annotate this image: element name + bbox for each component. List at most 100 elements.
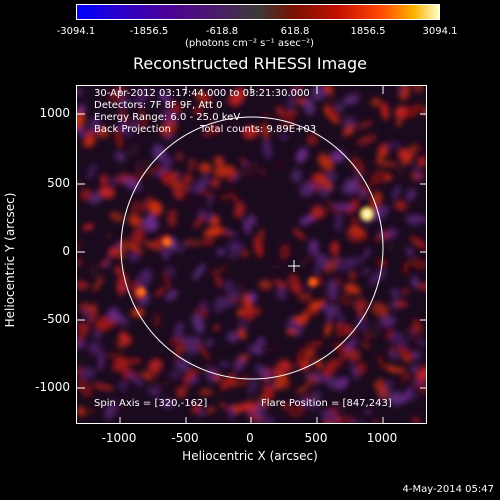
emission-blob <box>409 236 426 250</box>
emission-blob <box>253 236 264 258</box>
x-tick-label: 0 <box>246 431 254 445</box>
emission-pattern <box>77 86 426 423</box>
emission-blob <box>213 165 236 178</box>
emission-blob <box>416 363 426 375</box>
emission-blob <box>324 321 332 337</box>
emission-blob <box>155 287 166 298</box>
emission-blob <box>143 217 159 232</box>
emission-blob <box>280 133 289 141</box>
emission-blob <box>215 275 222 288</box>
emission-blob <box>114 151 126 162</box>
emission-blob <box>256 337 265 347</box>
emission-blob <box>228 191 239 203</box>
emission-blob <box>227 241 244 252</box>
bright-source <box>162 237 172 247</box>
emission-blob <box>344 285 361 292</box>
axis-ticks <box>77 86 426 423</box>
y-tick-label: 0 <box>62 244 70 258</box>
emission-blob <box>126 243 144 255</box>
emission-blob <box>372 418 380 423</box>
emission-blob <box>418 378 426 396</box>
emission-blob <box>412 416 421 423</box>
emission-blob <box>411 276 419 288</box>
emission-blob <box>86 162 98 181</box>
emission-blob <box>275 159 286 171</box>
emission-blob <box>417 157 426 168</box>
emission-blob <box>390 297 401 311</box>
emission-blob <box>375 148 389 164</box>
emission-blob <box>417 282 426 291</box>
emission-blob <box>176 151 183 161</box>
emission-blob <box>408 392 418 402</box>
emission-blob <box>401 326 410 337</box>
emission-blob <box>371 302 389 317</box>
y-tick-label: -500 <box>42 312 70 326</box>
emission-blob <box>365 408 371 415</box>
emission-blob <box>371 98 381 107</box>
emission-blob <box>327 107 341 120</box>
emission-blob <box>242 125 260 139</box>
emission-blob <box>178 241 188 254</box>
emission-blob <box>215 249 226 255</box>
emission-blob <box>334 102 345 113</box>
emission-blob <box>146 165 163 176</box>
emission-blob <box>409 258 426 270</box>
emission-blob <box>291 86 306 92</box>
emission-blob <box>263 414 275 423</box>
colorbar-tick: -618.8 <box>205 26 239 37</box>
emission-blob <box>153 142 164 157</box>
emission-blob <box>412 86 424 93</box>
emission-blob <box>100 173 108 187</box>
emission-blob <box>306 133 318 146</box>
emission-blob <box>344 178 358 195</box>
emission-blob <box>79 366 96 380</box>
emission-blob <box>313 373 326 383</box>
emission-blob <box>303 98 315 115</box>
emission-blob <box>282 361 294 372</box>
emission-blob <box>333 203 354 210</box>
emission-blob <box>160 170 175 186</box>
emission-blob <box>213 295 225 314</box>
emission-blob <box>77 258 82 267</box>
emission-blob <box>204 210 215 223</box>
emission-blob <box>394 203 406 211</box>
emission-blob <box>155 378 176 389</box>
emission-blob <box>88 341 102 356</box>
emission-blob <box>317 153 334 171</box>
emission-blob <box>205 338 214 347</box>
emission-blob <box>293 316 305 324</box>
emission-blob <box>336 377 349 391</box>
emission-blob <box>174 344 180 362</box>
emission-blob <box>206 366 219 383</box>
emission-blob <box>228 295 245 304</box>
emission-blob <box>147 386 162 397</box>
emission-blob <box>77 406 86 417</box>
emission-blob <box>172 322 182 342</box>
emission-blob <box>92 330 102 339</box>
emission-blob <box>109 211 125 222</box>
emission-blob <box>223 279 235 293</box>
emission-blob <box>178 391 185 399</box>
emission-blob <box>369 169 388 185</box>
emission-blob <box>196 342 210 361</box>
emission-blob <box>410 331 425 344</box>
emission-blob <box>139 195 153 213</box>
emission-blob <box>77 239 81 254</box>
energy-range-text: Energy Range: 6.0 - 25.0 keV <box>94 112 241 123</box>
emission-blob <box>161 247 170 260</box>
emission-blob <box>336 349 347 368</box>
emission-blob <box>118 331 132 345</box>
emission-blob <box>405 103 423 119</box>
y-axis-label: Heliocentric Y (arcsec) <box>3 192 17 328</box>
emission-blob <box>297 253 316 268</box>
emission-blob <box>204 226 223 238</box>
emission-blob <box>206 195 214 207</box>
emission-blob <box>362 331 372 342</box>
x-tick-label: -500 <box>171 431 199 445</box>
emission-blob <box>290 168 302 184</box>
emission-blob <box>153 234 171 245</box>
emission-blob <box>326 313 335 322</box>
emission-blob <box>161 109 178 124</box>
emission-blob <box>243 292 253 314</box>
emission-blob <box>380 101 390 121</box>
